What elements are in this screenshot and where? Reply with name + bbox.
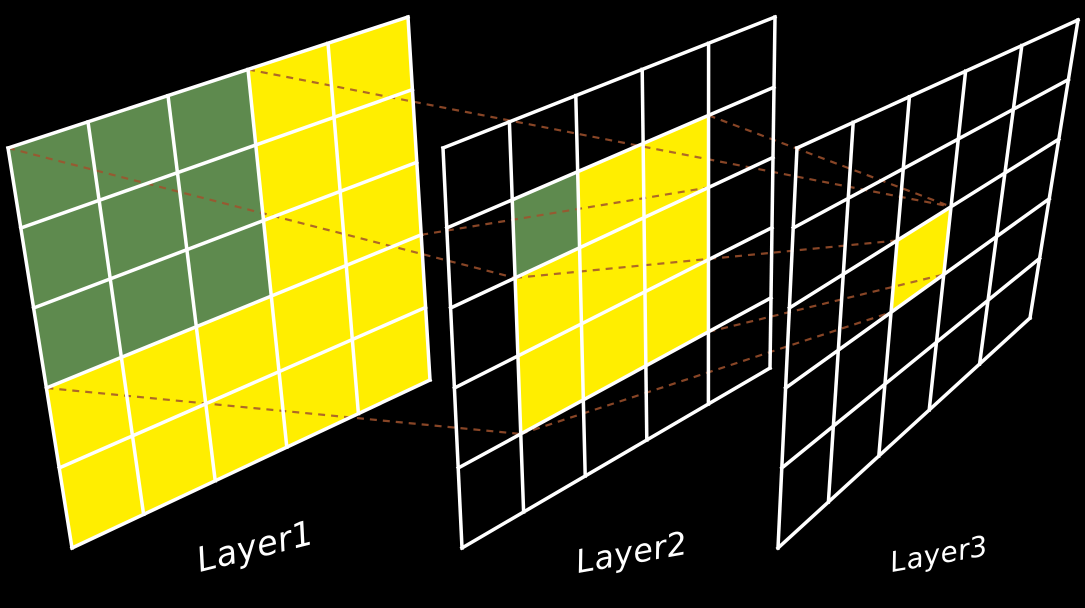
- layer2-green-cell-r1c1: [512, 171, 580, 278]
- layer1-yellow-cell-r2c3: [263, 191, 347, 297]
- layer2-yellow-cell-r2c3: [644, 187, 709, 292]
- layer2-yellow-cell-r1c2: [577, 143, 644, 248]
- layer3-grid: [775, 17, 1081, 551]
- layer1-yellow-cell-r1c3: [255, 117, 341, 221]
- layer1-green-cell-r2c2: [186, 220, 272, 327]
- connector-line-8: [708, 273, 945, 333]
- layer2-yellow-cell-r1c3: [643, 115, 709, 218]
- layer1-green-cell-r0c2: [168, 69, 256, 173]
- layer1-yellow-cell-r4c4: [352, 307, 430, 414]
- layer1-yellow-cell-r0c4: [328, 17, 413, 118]
- layer1-green-cell-r2c1: [110, 249, 197, 358]
- layer1-green-cell-r1c2: [177, 145, 264, 250]
- layer2-label: Layer2: [573, 524, 690, 581]
- layer1-yellow-cell-r3c2: [196, 296, 279, 404]
- layer1-yellow-cell-r4c3: [279, 339, 359, 448]
- layer1-green-cell-r1c1: [99, 172, 187, 279]
- layer1-yellow-cell-r3c3: [271, 265, 353, 372]
- layer2-yellow-cell-r2c1: [515, 247, 582, 356]
- layer1-green-cell-r0c0: [8, 121, 100, 228]
- layer1-yellow-cell-r4c1: [132, 403, 216, 515]
- layer1-grid: [5, 14, 433, 551]
- layer1-yellow-cell-r4c2: [205, 371, 287, 481]
- layer1-label: Layer1: [193, 513, 319, 581]
- layer1-green-cell-r1c0: [20, 200, 111, 308]
- layer2-yellow-cell-r2c2: [579, 217, 645, 324]
- layer1-yellow-cell-r2c4: [340, 162, 422, 266]
- layer3-yellow-cell-r2c2: [891, 206, 951, 313]
- layer3-label: Layer3: [887, 529, 990, 579]
- layer1-yellow-cell-r4c0: [59, 435, 144, 548]
- connector-line-1: [247, 68, 952, 208]
- layer1-yellow-cell-r0c3: [248, 43, 335, 146]
- layer1-yellow-cell-r3c1: [121, 326, 206, 436]
- layer2-yellow-cell-r3c1: [517, 323, 584, 434]
- layer1-yellow-cell-r1c4: [334, 89, 417, 192]
- layer1-yellow-cell-r3c4: [346, 234, 426, 340]
- layer2-grid: [440, 14, 778, 551]
- layer1-green-cell-r2c0: [33, 278, 122, 388]
- connector-line-4: [421, 186, 709, 236]
- layer1-yellow-cell-r3c0: [46, 357, 133, 468]
- connector-line-5: [708, 114, 952, 208]
